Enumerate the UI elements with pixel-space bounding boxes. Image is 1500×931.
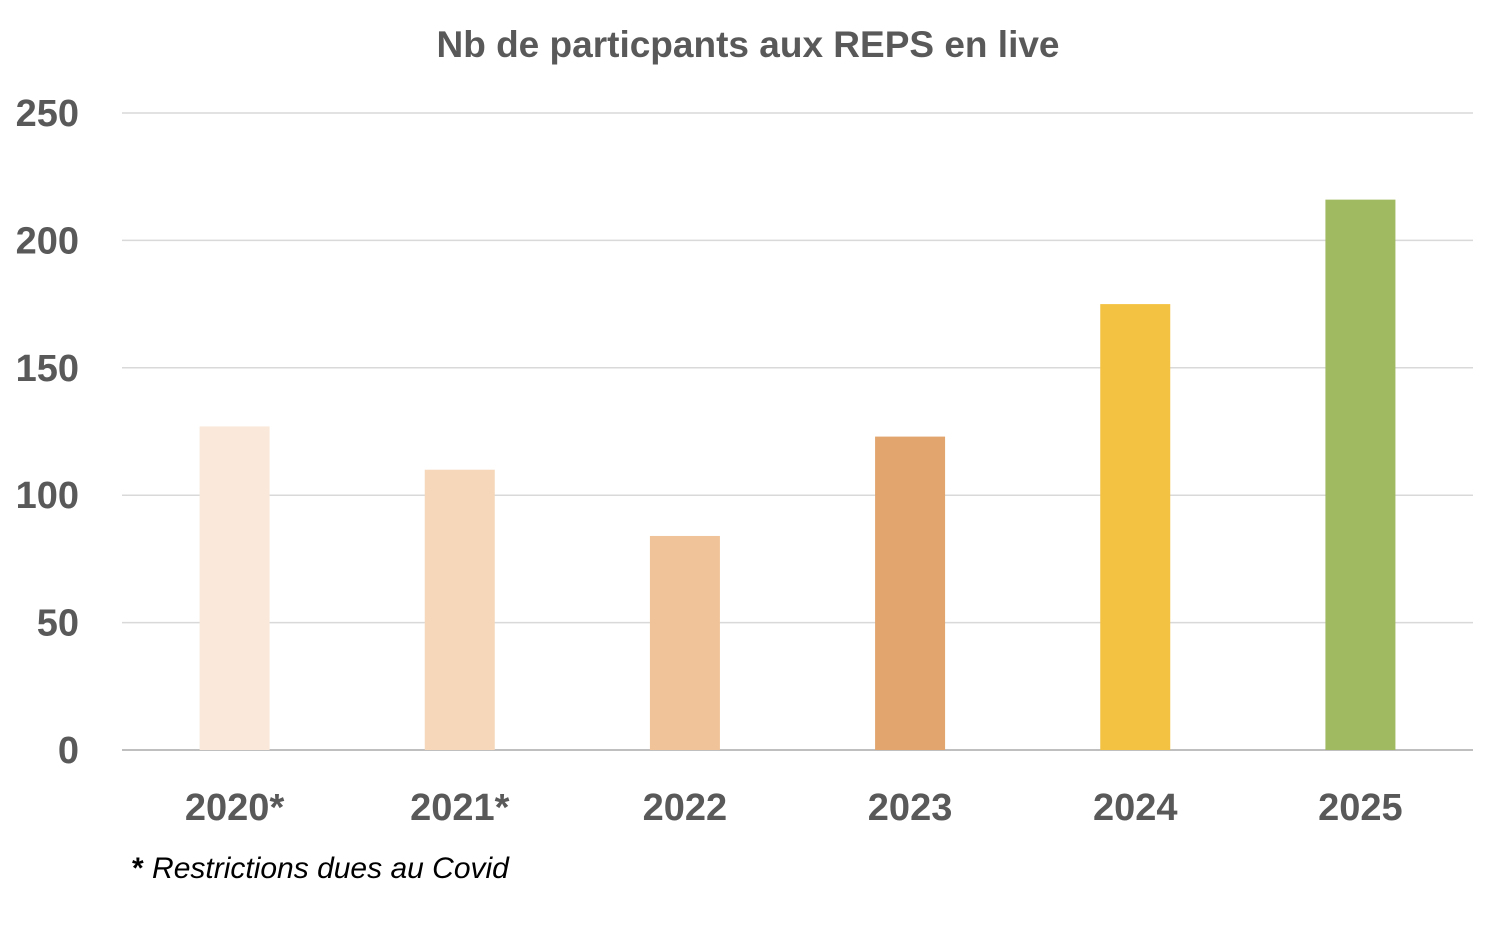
x-axis-labels: 2020* 2021* 2022 2023 2024 2025 [185, 787, 1403, 829]
x-tick-label: 2020* [185, 787, 285, 829]
footnote-text: Restrictions dues au Covid [143, 852, 509, 885]
y-tick-label: 100 [16, 475, 79, 517]
bar-2020 [199, 426, 270, 750]
bar-2024 [1100, 304, 1171, 750]
bar-2022 [649, 535, 720, 750]
y-tick-label: 200 [16, 220, 79, 262]
bar-2025 [1325, 199, 1396, 750]
chart-title: Nb de particpants aux REPS en live [436, 24, 1059, 65]
y-tick-label: 50 [37, 603, 79, 645]
x-tick-label: 2025 [1318, 787, 1403, 829]
bars [199, 199, 1396, 750]
y-tick-label: 0 [58, 730, 79, 772]
x-tick-label: 2024 [1093, 787, 1178, 829]
footnote-marker: * [132, 852, 144, 885]
x-tick-label: 2022 [643, 787, 728, 829]
y-axis-ticks: 0 50 100 150 200 250 [16, 93, 79, 772]
footnote: * Restrictions dues au Covid [132, 852, 509, 886]
x-tick-label: 2021* [410, 787, 510, 829]
bar-2023 [875, 436, 946, 750]
y-tick-label: 150 [16, 348, 79, 390]
gridlines [122, 112, 1473, 751]
y-tick-label: 250 [16, 93, 79, 135]
x-tick-label: 2023 [868, 787, 953, 829]
bar-2021 [424, 469, 495, 750]
